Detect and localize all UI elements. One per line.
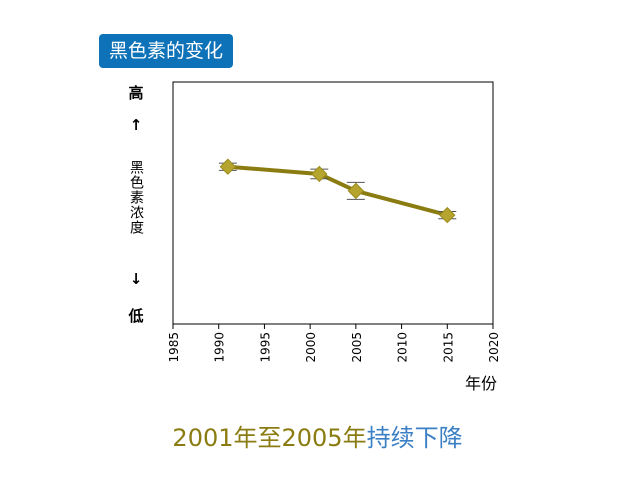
x-tick-label: 2000 <box>304 332 318 363</box>
data-point-marker <box>311 165 328 183</box>
y-axis-up-arrow: ↑ <box>129 116 143 134</box>
data-point-marker <box>347 182 365 200</box>
plot-frame <box>172 81 494 325</box>
x-tick-label: 2015 <box>441 332 455 363</box>
x-tick-label: 1985 <box>167 332 181 363</box>
x-tick-label: 1990 <box>213 332 227 363</box>
x-tick-label: 2020 <box>487 332 501 363</box>
x-tick-label: 1995 <box>258 332 272 363</box>
caption-part-1: 2001年至2005年 <box>172 424 367 452</box>
series-line <box>227 164 448 218</box>
caption-part-2: 持续下降 <box>366 424 463 452</box>
x-axis-title: 年份 <box>465 374 498 393</box>
data-point-marker <box>219 158 237 175</box>
y-axis-high-label: 高 <box>128 84 144 102</box>
x-tick-label: 2010 <box>396 332 410 363</box>
chart-title-badge: 黑色素的变化 <box>99 34 234 68</box>
caption: 2001年至2005年持续下降 <box>0 418 635 453</box>
y-axis-title: 黑色素浓度 <box>128 160 144 235</box>
data-point-marker <box>439 206 456 224</box>
y-axis-down-arrow: ↓ <box>129 270 143 288</box>
x-tick-label: 2005 <box>350 332 364 363</box>
y-axis-low-label: 低 <box>128 307 144 325</box>
